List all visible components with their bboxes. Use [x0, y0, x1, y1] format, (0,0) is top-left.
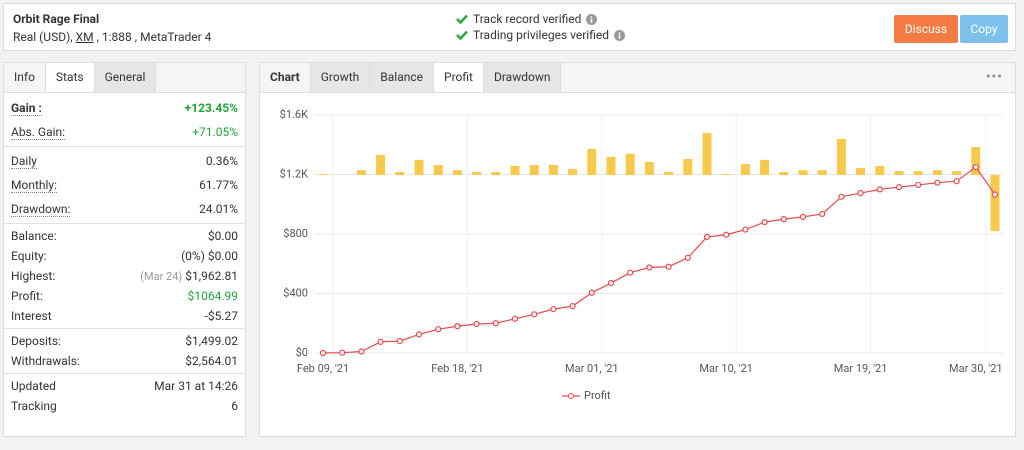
tab[interactable]: Drawdown: [483, 63, 562, 92]
tab[interactable]: Chart: [260, 63, 311, 92]
stats-group: Daily 0.36% Monthly: 61.77% Drawdown: 24.01%: [4, 147, 245, 224]
stats-row: Balance: $0.00: [4, 226, 245, 246]
info-glyph: [613, 29, 625, 41]
stat-value-wrap: (Mar 24) $1,962.81: [140, 269, 238, 283]
account-details: , 1:888 , MetaTrader 4: [93, 30, 212, 44]
stat-label: Balance:: [11, 229, 57, 243]
stat-value: $0.00: [207, 229, 238, 243]
stat-value-wrap: +123.45%: [185, 101, 238, 115]
stat-value: Mar 31 at 14:26: [154, 379, 238, 393]
stat-value: 24.01%: [199, 202, 238, 216]
stat-label: Drawdown:: [11, 201, 71, 217]
info-icon[interactable]: [586, 13, 598, 25]
stat-value: 0.36%: [205, 154, 238, 168]
stat-value-wrap: $1,499.02: [185, 334, 238, 348]
tab[interactable]: Info: [4, 63, 46, 92]
stats-row: Updated Mar 31 at 14:26: [4, 376, 245, 396]
tab[interactable]: Balance: [370, 63, 435, 92]
stats-row: Equity: (0%) $0.00: [4, 246, 245, 266]
stats-row: Drawdown: 24.01%: [4, 197, 245, 221]
stat-value: $1,962.81: [185, 269, 238, 283]
stats-group: Balance: $0.00 Equity: (0%) $0.00 Highest: (M…: [4, 224, 245, 329]
verification: Track record verified: [456, 12, 598, 26]
stat-label: Tracking: [11, 399, 57, 413]
chart-tabs: Chart Growth Balance Profit Drawdown: [260, 63, 1015, 93]
stat-label: Withdrawals:: [11, 354, 80, 368]
tab[interactable]: Growth: [310, 63, 371, 92]
chart-panel: Chart Growth Balance Profit Drawdown •••: [259, 62, 1016, 437]
stat-value: -$5.27: [204, 309, 238, 323]
stat-value: 61.77%: [199, 178, 238, 192]
info-icon[interactable]: [613, 29, 625, 41]
check-icon: [456, 14, 468, 24]
stat-value: $1,499.02: [185, 334, 238, 348]
stat-value: $2,564.01: [185, 354, 238, 368]
stats-group: Deposits: $1,499.02 Withdrawals: $2,564.01: [4, 329, 245, 374]
stat-value-wrap: $2,564.01: [185, 354, 238, 368]
stats-row: Daily 0.36%: [4, 149, 245, 173]
stat-note: (Mar 24): [140, 270, 183, 283]
stats-row: Interest -$5.27: [4, 306, 245, 326]
stats-row: Highest: (Mar 24) $1,962.81: [4, 266, 245, 286]
account-title: Orbit Rage Final: [13, 12, 100, 26]
verification: Trading privileges verified: [456, 28, 625, 42]
stats-row: Monthly: 61.77%: [4, 173, 245, 197]
stats-panel: Info Stats General Gain : +123.45% Abs. Gain…: [3, 62, 246, 437]
stat-label: Gain :: [11, 100, 42, 116]
stat-value-wrap: (0%) $0.00: [181, 249, 238, 263]
stat-label: Abs. Gain:: [11, 124, 66, 140]
account-type: Real (USD),: [13, 30, 76, 44]
stat-label: Monthly:: [11, 177, 57, 193]
stat-value-wrap: -$5.27: [205, 309, 238, 323]
button[interactable]: Discuss: [894, 15, 958, 43]
stat-label: Daily: [11, 153, 37, 169]
check-icon: [456, 30, 468, 40]
stat-value: +123.45%: [184, 101, 238, 115]
stat-label: Deposits:: [11, 334, 61, 348]
stat-value: $1064.99: [187, 289, 238, 303]
stat-value-wrap: 24.01%: [199, 202, 238, 216]
stat-value-wrap: 0.36%: [206, 154, 238, 168]
stat-label: Updated: [11, 379, 56, 393]
verification-text: Trading privileges verified: [473, 28, 609, 42]
stat-label: Equity:: [11, 249, 47, 263]
stat-value: (0%) $0.00: [181, 249, 238, 263]
stat-label: Highest:: [11, 269, 56, 283]
stats-row: Gain : +123.45%: [4, 96, 245, 120]
stats-group: Gain : +123.45% Abs. Gain: +71.05%: [4, 94, 245, 147]
info-glyph: [586, 13, 598, 25]
stat-value: +71.05%: [192, 125, 238, 139]
stat-value: 6: [231, 399, 238, 413]
stats-list: Gain : +123.45% Abs. Gain: +71.05% Daily 0.36…: [4, 94, 245, 418]
verification-text: Track record verified: [473, 12, 582, 26]
tab[interactable]: Stats: [45, 63, 95, 92]
stats-group: Updated Mar 31 at 14:26 Tracking 6: [4, 374, 245, 418]
stat-value-wrap: 61.77%: [199, 178, 238, 192]
stats-row: Tracking 6: [4, 396, 245, 416]
stat-value-wrap: Mar 31 at 14:26: [154, 379, 238, 393]
stats-row: Deposits: $1,499.02: [4, 331, 245, 351]
broker-link[interactable]: XM: [75, 30, 94, 44]
stats-tabs: Info Stats General: [4, 63, 245, 93]
stat-label: Profit:: [11, 289, 43, 303]
more-menu[interactable]: •••: [985, 69, 1003, 85]
stats-row: Withdrawals: $2,564.01: [4, 351, 245, 371]
header: Orbit Rage Final Real (USD), XM , 1:888 …: [3, 3, 1016, 51]
stats-row: Profit: $1064.99: [4, 286, 245, 306]
stat-label: Interest: [11, 309, 52, 323]
stat-value-wrap: $0.00: [208, 229, 238, 243]
account-info: Real (USD), XM , 1:888 , MetaTrader 4: [13, 30, 211, 44]
stats-row: Abs. Gain: +71.05%: [4, 120, 245, 144]
stat-value-wrap: 6: [231, 399, 238, 413]
stat-value-wrap: $1064.99: [188, 289, 238, 303]
tab[interactable]: General: [94, 63, 157, 92]
button[interactable]: Copy: [960, 15, 1008, 43]
stat-value-wrap: +71.05%: [192, 125, 238, 139]
tab[interactable]: Profit: [434, 63, 484, 92]
